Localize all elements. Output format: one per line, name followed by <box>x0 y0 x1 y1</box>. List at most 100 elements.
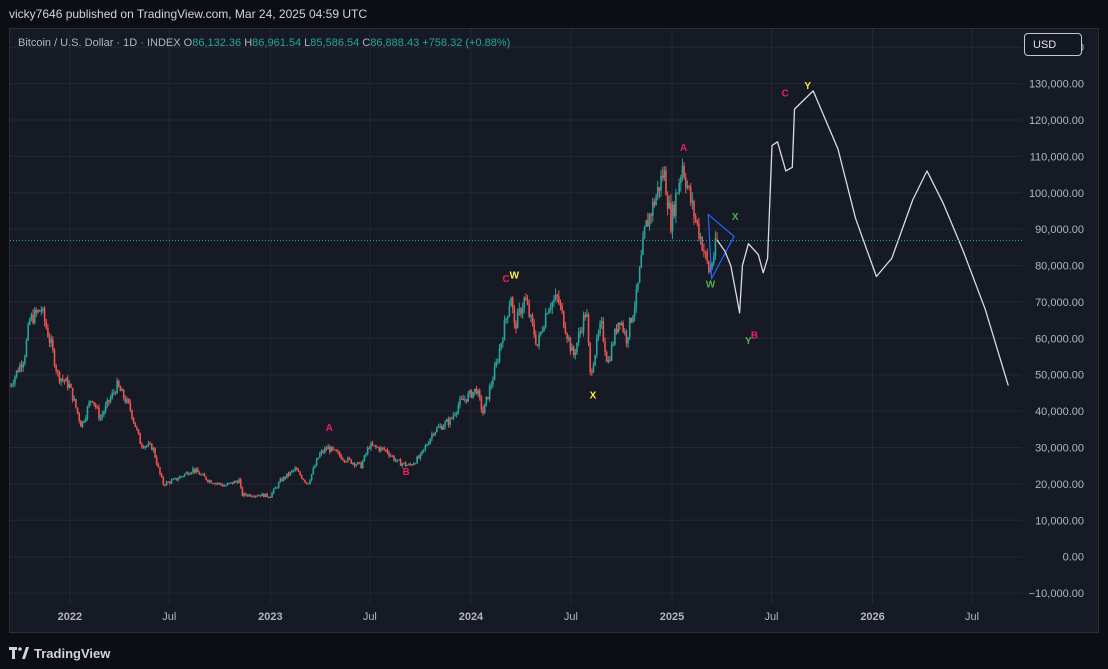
x-tick-label: 2023 <box>258 611 282 623</box>
candle-body <box>482 409 484 414</box>
candle-body <box>266 493 268 497</box>
candle-body <box>399 459 402 466</box>
candle-body <box>32 314 34 324</box>
candle-body <box>454 414 456 416</box>
candle-body <box>587 314 590 343</box>
candle-body <box>485 396 488 404</box>
candle-body <box>355 464 357 466</box>
candle-body <box>483 403 486 414</box>
wave-label: C <box>502 274 509 285</box>
candle-body <box>284 476 287 479</box>
candle-body <box>520 308 522 315</box>
candle-body <box>261 493 263 497</box>
candle-body <box>665 170 667 196</box>
candle-body <box>98 407 100 419</box>
candle-body <box>455 412 458 415</box>
candle-body <box>254 495 257 497</box>
publisher-text: vicky7646 published on TradingView.com, … <box>9 7 367 21</box>
candle-body <box>393 456 395 461</box>
candle-body <box>309 480 311 484</box>
candle-body <box>202 474 204 476</box>
candle-body <box>56 370 59 373</box>
candle-body <box>150 443 153 450</box>
candle-body <box>272 488 275 493</box>
candle-body <box>406 465 409 467</box>
candle-body <box>614 328 616 345</box>
candle-body <box>511 297 514 309</box>
candle-body <box>239 479 242 488</box>
candle-body <box>549 308 552 310</box>
axis-labels: 140,000.00130,000.00120,000.00110,000.00… <box>10 29 1098 632</box>
candle-body <box>253 496 255 498</box>
candle-body <box>205 476 207 480</box>
triangle-outline <box>707 213 735 281</box>
candle-body <box>152 448 155 450</box>
candle-body <box>40 310 43 312</box>
y-tick-label: 10,000.00 <box>1035 515 1084 527</box>
candle-body <box>396 459 399 461</box>
candle-body <box>404 462 407 466</box>
candle-body <box>60 378 62 382</box>
candle-body <box>319 453 321 458</box>
candle-body <box>353 462 356 466</box>
candle-body <box>480 397 483 410</box>
candles-series <box>10 158 718 499</box>
candle-body <box>515 323 517 329</box>
y-tick-label: 80,000.00 <box>1035 261 1084 273</box>
candle-body <box>698 223 700 239</box>
candle-body <box>113 392 115 394</box>
candle-body <box>414 463 417 465</box>
candle-body <box>228 483 231 485</box>
candle-body <box>605 352 608 362</box>
candle-body <box>493 366 496 380</box>
candle-body <box>104 405 107 412</box>
candle-body <box>597 333 600 338</box>
x-tick-label: Jul <box>162 611 176 623</box>
candle-body <box>434 431 437 435</box>
candle-body <box>157 464 160 468</box>
candle-body <box>352 462 354 464</box>
candle-body <box>305 482 308 484</box>
wave-label: A <box>680 143 687 154</box>
candle-body <box>235 481 237 483</box>
candle-body <box>431 434 433 439</box>
candle-body <box>388 452 390 456</box>
candle-body <box>136 427 138 430</box>
candle-body <box>539 331 542 336</box>
candle-body <box>505 318 507 321</box>
wave-label: A <box>326 423 333 434</box>
currency-button[interactable]: USD <box>1024 33 1082 56</box>
candle-body <box>187 472 189 475</box>
candle-body <box>389 455 392 457</box>
candle-body <box>424 445 427 450</box>
candle-body <box>460 398 463 400</box>
symbol-legend: Bitcoin / U.S. Dollar · 1D · INDEX O86,1… <box>18 37 510 49</box>
footer-bar: TradingView <box>0 638 1108 669</box>
candle-body <box>622 322 624 332</box>
candle-body <box>96 407 99 409</box>
candle-body <box>701 237 704 251</box>
candle-body <box>225 485 227 487</box>
tradingview-logo[interactable]: TradingView <box>9 645 110 661</box>
candle-body <box>467 393 470 402</box>
candle-body <box>86 406 89 418</box>
candle-body <box>653 201 656 206</box>
projection-path <box>716 90 1009 386</box>
candle-body <box>147 443 150 446</box>
candle-body <box>432 434 435 436</box>
candle-body <box>93 401 95 405</box>
candle-body <box>445 419 448 422</box>
candle-body <box>20 364 23 368</box>
candle-body <box>343 459 346 462</box>
candle-body <box>221 484 224 487</box>
candle-body <box>81 421 84 427</box>
tradingview-logo-icon <box>9 647 29 659</box>
triangle-pattern <box>707 213 735 281</box>
tradingview-brand: TradingView <box>34 645 111 661</box>
candle-body <box>310 474 313 481</box>
candle-body <box>68 384 71 388</box>
candle-body <box>167 481 170 483</box>
candle-body <box>602 321 605 342</box>
